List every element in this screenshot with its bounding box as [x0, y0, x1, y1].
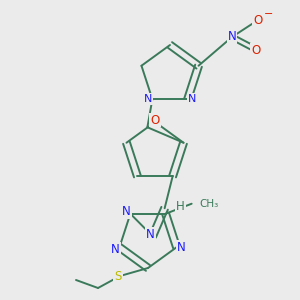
Text: N: N	[146, 228, 155, 241]
Text: N: N	[228, 31, 236, 44]
Text: CH₃: CH₃	[200, 199, 219, 209]
Text: N: N	[177, 241, 186, 254]
Text: O: O	[254, 14, 262, 26]
Text: O: O	[150, 113, 160, 127]
Text: N: N	[122, 205, 131, 218]
Text: −: −	[264, 9, 274, 19]
Text: O: O	[251, 44, 261, 56]
Text: H: H	[176, 200, 185, 213]
Text: N: N	[188, 94, 196, 104]
Text: N: N	[144, 94, 153, 104]
Text: S: S	[114, 269, 122, 283]
Text: N: N	[111, 243, 120, 256]
